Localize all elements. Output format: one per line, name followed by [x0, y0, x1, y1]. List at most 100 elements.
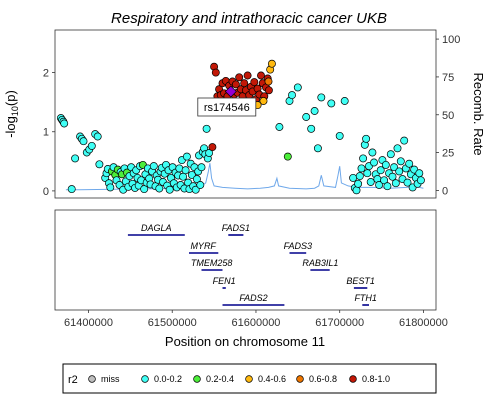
lead-snp-label: rs174546: [204, 102, 250, 114]
x-tick-label: 61700000: [315, 317, 364, 329]
snp-point: [187, 170, 196, 179]
snp-point: [95, 160, 104, 169]
snp-point: [313, 144, 322, 153]
snp-point: [165, 185, 174, 194]
x-tick-label: 61400000: [64, 317, 113, 329]
snp-point: [375, 181, 384, 189]
snp-point: [179, 172, 188, 181]
snp-point: [380, 176, 389, 185]
snp-point: [264, 77, 273, 86]
y-axis-label: -log10(p): [3, 90, 20, 138]
snp-point: [390, 163, 399, 172]
snp-point: [355, 172, 364, 181]
snp-point: [264, 86, 273, 95]
snp-point: [149, 162, 158, 171]
legend-label: 0.0-0.2: [154, 374, 182, 384]
snp-point: [67, 185, 76, 194]
snp-point: [205, 149, 214, 157]
snp-point: [93, 132, 102, 141]
y-tick-label: 0: [43, 186, 49, 198]
scatter-panel-frame: [54, 29, 437, 199]
snp-point: [155, 184, 164, 193]
snp-point: [302, 113, 311, 121]
legend-items: miss 0.0-0.2 0.2-0.4 0.4-0.6 0.6-0.8 0.8-1.0: [88, 374, 390, 384]
snp-point: [354, 179, 363, 188]
snp-point: [181, 166, 190, 175]
y2-tick-label: 0: [442, 185, 448, 197]
legend-title: r2: [68, 374, 78, 386]
snp-point: [359, 154, 368, 163]
legend-swatch: [245, 375, 253, 383]
snp-point: [182, 152, 191, 161]
gene-label: RAB3IL1: [302, 258, 338, 268]
snp-point: [393, 144, 402, 153]
y2-tick-label: 75: [442, 72, 454, 84]
y2-axis-label: Recomb. Rate: [471, 72, 486, 155]
snp-point: [386, 150, 395, 159]
y2-tick-label: 50: [442, 110, 454, 122]
snp-point: [370, 158, 378, 167]
snp-point: [395, 167, 404, 176]
snp-point: [257, 71, 265, 80]
snp-point: [259, 97, 268, 105]
snp-point: [240, 79, 249, 88]
snp-point: [383, 182, 392, 191]
snp-point: [140, 185, 149, 194]
chart-title: Respiratory and intrathoracic cancer UKB: [111, 10, 387, 27]
snp-point: [352, 186, 361, 195]
snp-point: [87, 141, 96, 150]
snp-point: [327, 99, 336, 108]
snp-point: [405, 159, 414, 168]
snp-point: [340, 97, 349, 105]
gene-label: BEST1: [346, 276, 375, 286]
y-tick-label: 2: [43, 68, 49, 80]
snp-point: [391, 179, 400, 188]
snp-points-layer: [56, 59, 425, 195]
snp-point: [106, 183, 115, 192]
snp-point: [396, 157, 405, 166]
snp-point: [317, 93, 326, 102]
gene-label: FADS1: [222, 223, 250, 233]
gene-panel-frame: [54, 209, 437, 311]
snp-point: [335, 131, 344, 140]
snp-point: [362, 134, 371, 143]
gene-label: MYRF: [190, 241, 216, 251]
y2-tick-label: 100: [442, 34, 460, 46]
legend-label: miss: [101, 374, 120, 384]
snp-point: [416, 176, 425, 185]
gene-label: FEN1: [213, 276, 236, 286]
snp-point: [283, 152, 292, 161]
gene-track-layer: DAGLA FADS1 MYRF FADS3 TMEM258 RAB3IL1 FEN1 BES…: [127, 223, 377, 306]
snp-point: [267, 59, 276, 68]
x-tick-label: 61500000: [148, 317, 197, 329]
snp-point: [363, 169, 372, 178]
x-axis-ticks: 61400000 61500000 61600000 61700000 61800000: [64, 310, 448, 329]
snp-point: [400, 136, 409, 145]
snp-point: [191, 185, 200, 194]
y2-tick-label: 25: [442, 148, 454, 160]
snp-point: [307, 124, 316, 133]
snp-point: [310, 107, 319, 115]
y-tick-label: 1: [43, 127, 49, 139]
lead-snp-layer: rs174546: [197, 85, 257, 117]
gene-label: FTH1: [354, 293, 377, 303]
gene-label: FADS3: [284, 241, 312, 251]
y-axis-label-sub: 10: [10, 106, 20, 116]
snp-point: [202, 124, 211, 133]
lead-snp-label-box: [197, 97, 257, 117]
snp-point: [79, 137, 88, 146]
legend-swatch: [349, 375, 357, 383]
snp-point: [403, 178, 412, 187]
legend-label: 0.8-1.0: [362, 374, 390, 384]
lead-snp-marker: [224, 85, 237, 98]
legend-label: 0.4-0.6: [258, 374, 286, 384]
snp-point: [381, 160, 390, 169]
legend-swatch: [88, 375, 96, 383]
x-axis-label: Position on chromosome 11: [165, 334, 325, 349]
snp-point: [211, 68, 220, 77]
snp-point: [250, 78, 259, 87]
snp-point: [275, 123, 284, 131]
snp-point: [357, 164, 366, 173]
snp-point: [243, 71, 252, 80]
